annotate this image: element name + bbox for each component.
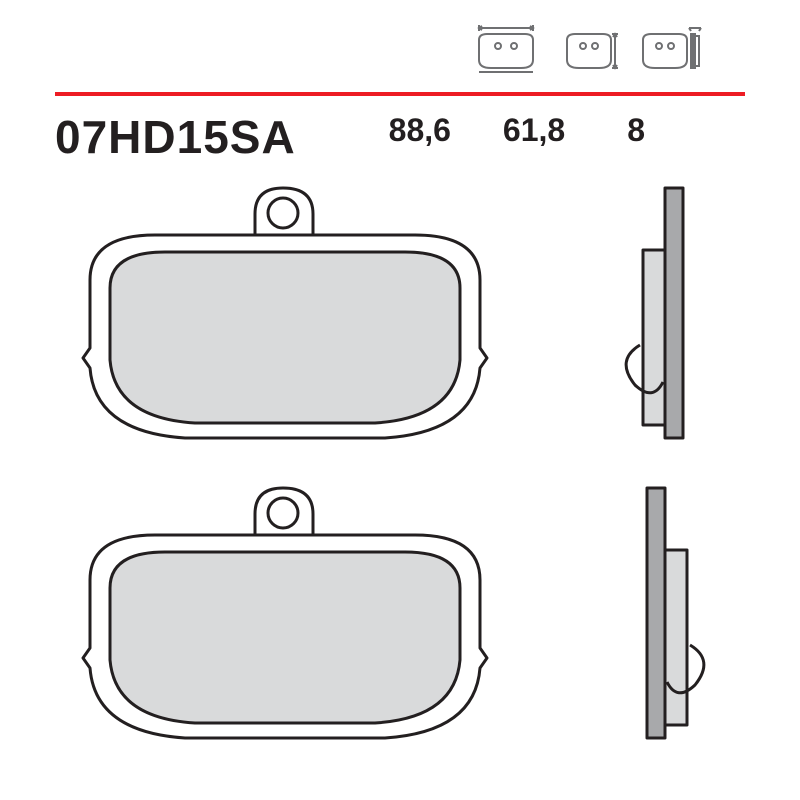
pad-row-top: [55, 180, 745, 460]
dimension-icons-row: [471, 20, 705, 75]
part-number: 07HD15SA: [55, 110, 296, 164]
height-value: 61,8: [503, 112, 565, 149]
brake-pad-front-bottom: [55, 480, 515, 760]
divider-line: [55, 92, 745, 96]
thickness-value: 8: [627, 112, 645, 149]
height-dim-icon: [553, 20, 623, 75]
brake-pad-drawings: [55, 180, 745, 760]
spec-row: 07HD15SA 88,6 61,8 8: [55, 110, 745, 164]
width-dim-icon: [471, 20, 541, 75]
brake-pad-side-top: [605, 180, 725, 460]
pad-row-bottom: [55, 480, 745, 760]
thickness-dim-icon: [635, 20, 705, 75]
width-value: 88,6: [389, 112, 451, 149]
brake-pad-front-top: [55, 180, 515, 460]
brake-pad-side-bottom: [605, 480, 725, 760]
dimension-values: 88,6 61,8 8: [389, 112, 645, 149]
